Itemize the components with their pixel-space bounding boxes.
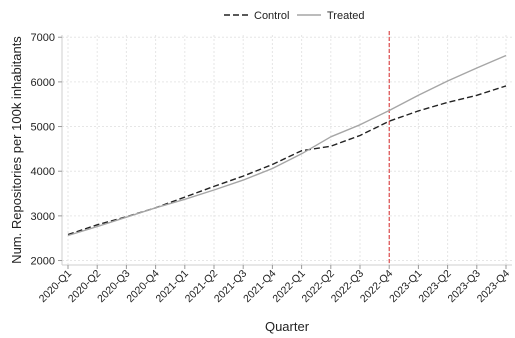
x-axis-ticks: 2020-Q12020-Q22020-Q32020-Q42021-Q12021-… — [37, 265, 512, 305]
x-axis-label: Quarter — [265, 319, 310, 334]
series-lines — [67, 54, 507, 237]
y-tick-label: 5000 — [31, 122, 55, 134]
series-line-control — [67, 85, 507, 236]
series-line-treated — [67, 54, 507, 237]
x-tick-label: 2023-Q4 — [475, 268, 512, 305]
plot-frame — [61, 35, 512, 266]
y-axis-ticks: 2000 3000 4000 5000 6000 7000 — [31, 32, 62, 268]
y-tick-label: 6000 — [31, 77, 55, 89]
legend-label-treated: Treated — [327, 10, 365, 22]
legend-label-control: Control — [254, 10, 289, 22]
y-axis-label: Num. Repositories per 100k inhabitants — [9, 36, 24, 264]
grid — [62, 35, 512, 265]
legend: Control Treated — [224, 10, 365, 22]
y-tick-label: 3000 — [31, 211, 55, 223]
y-tick-label: 4000 — [31, 166, 55, 178]
y-tick-label: 7000 — [31, 32, 55, 44]
y-tick-label: 2000 — [31, 256, 55, 268]
